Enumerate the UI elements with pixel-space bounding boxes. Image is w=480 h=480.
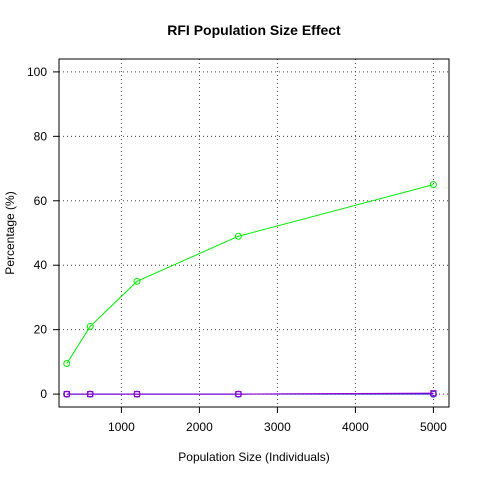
y-tick-label: 60 (34, 194, 48, 208)
x-axis-label: Population Size (Individuals) (178, 450, 329, 464)
x-tick-label: 3000 (264, 420, 291, 434)
series-1-point (86, 322, 94, 330)
x-axis: 1000 2000 3000 4000 5000 (108, 407, 447, 434)
y-axis: 0 20 40 60 80 100 (27, 65, 59, 401)
x-tick-label: 4000 (342, 420, 369, 434)
series-line-4 (66, 392, 434, 395)
series-4-point (63, 391, 70, 398)
series-4-point (430, 390, 437, 397)
chart-title: RFI Population Size Effect (167, 22, 341, 38)
y-tick-label: 80 (34, 129, 48, 143)
y-tick-label: 0 (40, 387, 47, 401)
series-4-point (235, 391, 242, 398)
y-tick-label: 100 (27, 65, 47, 79)
series-1-point (234, 232, 242, 240)
series-1-point (133, 277, 141, 285)
y-axis-label: Percentage (%) (3, 191, 17, 274)
series-4-point (87, 391, 94, 398)
series-1-point (63, 360, 71, 367)
series-group (63, 181, 437, 398)
y-tick-label: 20 (34, 323, 48, 337)
grid (59, 59, 449, 407)
plot-area (58, 58, 450, 408)
x-tick-label: 5000 (420, 420, 447, 434)
series-1-point (429, 181, 437, 189)
x-tick-label: 2000 (186, 420, 213, 434)
y-tick-label: 40 (34, 258, 48, 272)
series-line-1 (66, 184, 434, 364)
x-tick-label: 1000 (108, 420, 135, 434)
series-4-point (134, 391, 140, 398)
